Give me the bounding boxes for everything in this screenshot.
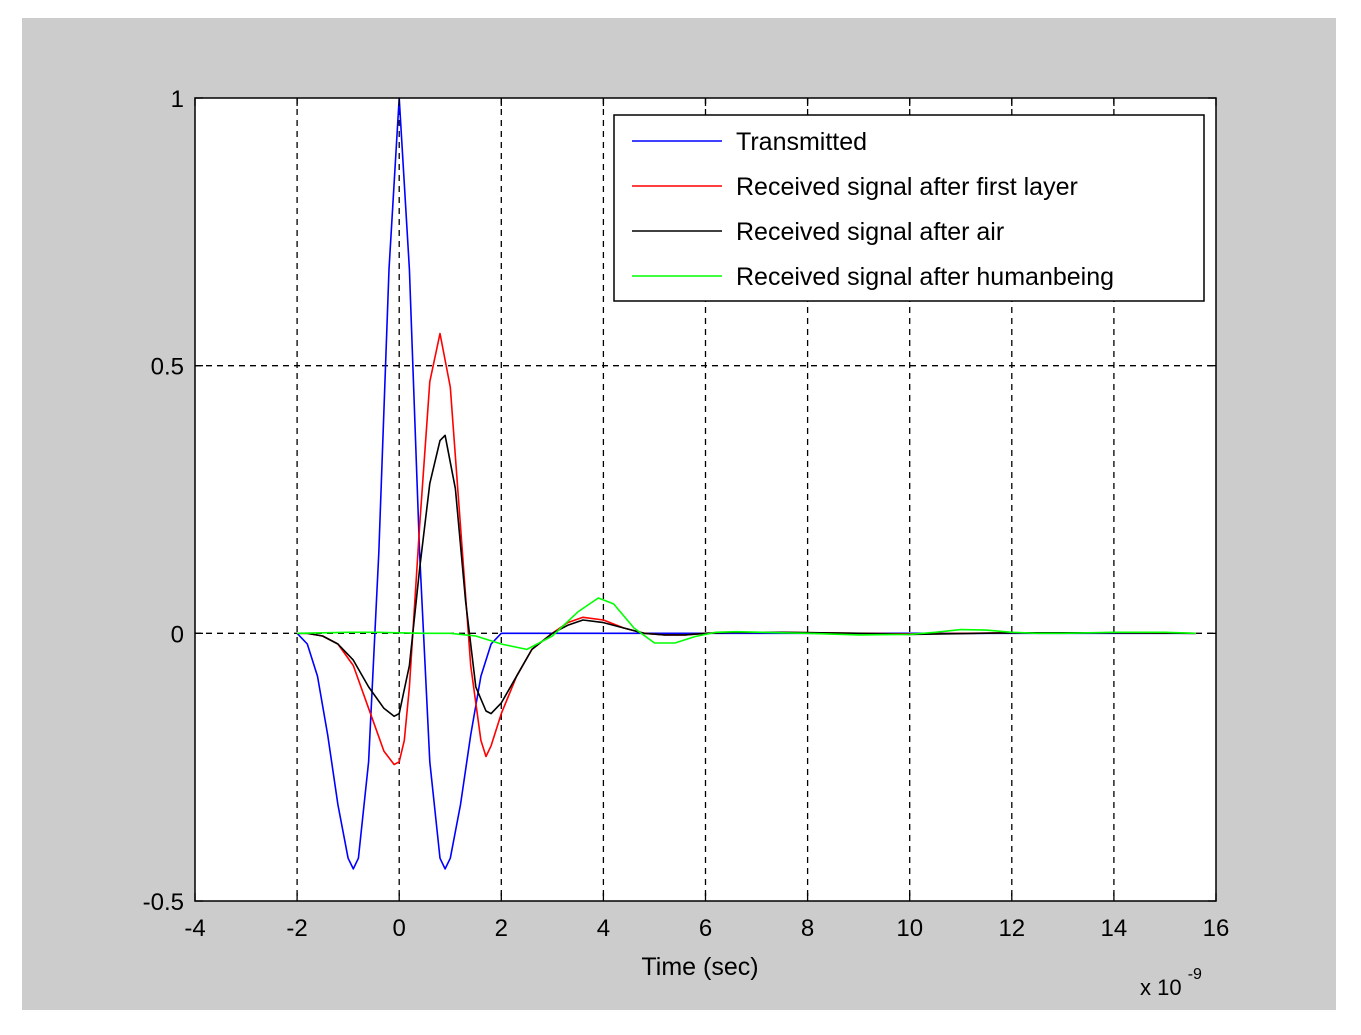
series-lines [296,97,1196,870]
y-tick-label: 1 [171,86,184,113]
x-tick-label: 10 [896,915,923,942]
x-axis-label: Time (sec) [641,953,758,981]
series-line-0 [296,97,1196,870]
x-tick-label: 2 [495,915,508,942]
x-axis-exponent-power: -9 [1188,966,1202,983]
legend: Transmitted Received signal after first l… [613,114,1205,302]
legend-label: Received signal after first layer [736,173,1078,201]
legend-label: Received signal after air [736,218,1004,246]
legend-box [613,114,1205,302]
x-tick-label: 14 [1101,915,1128,942]
x-axis-exponent: x 10 -9 [1140,966,1202,1000]
x-axis-exponent-base: x 10 [1140,975,1182,1000]
y-tick-label: 0.5 [151,354,184,381]
tick-labels: -4 -2 0 2 4 6 8 10 12 14 16 -0.5 0 0.5 1 [143,86,1230,942]
x-tick-label: 16 [1203,915,1230,942]
x-tick-label: -4 [184,915,205,942]
x-tick-label: -2 [286,915,307,942]
y-tick-label: -0.5 [143,889,184,916]
legend-label: Transmitted [736,128,867,156]
x-tick-label: 6 [699,915,712,942]
x-tick-label: 8 [801,915,814,942]
tick-marks [194,97,1217,902]
x-tick-label: 4 [597,915,610,942]
legend-label: Received signal after humanbeing [736,263,1114,291]
y-tick-label: 0 [171,621,184,648]
x-tick-label: 0 [393,915,406,942]
series-line-3 [297,597,1196,651]
x-tick-label: 12 [998,915,1025,942]
